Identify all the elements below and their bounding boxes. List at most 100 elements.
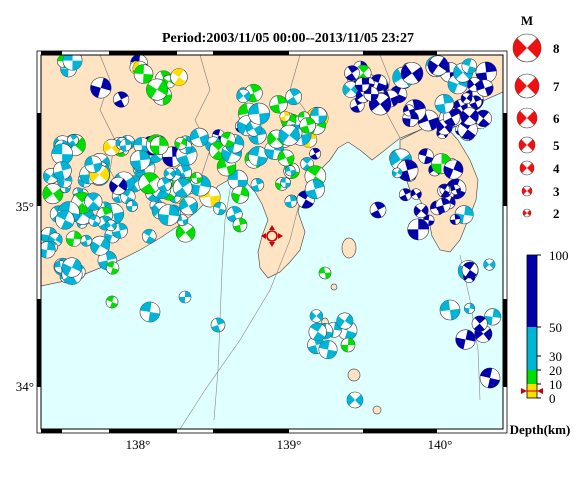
focal-mechanism-beachball	[309, 309, 324, 323]
focal-mechanism-beachball	[109, 176, 128, 195]
focal-mechanism-beachball	[318, 340, 338, 360]
focal-mechanism-beachball	[236, 88, 251, 104]
island-oshima	[341, 237, 357, 259]
focal-mechanism-beachball	[460, 107, 479, 126]
focal-mechanism-beachball	[514, 73, 540, 99]
focal-mechanism-beachball	[407, 218, 430, 241]
mag-label-8: 8	[553, 41, 560, 56]
focal-mechanism-beachball	[413, 203, 429, 219]
focal-mechanism-beachball	[174, 137, 188, 150]
depth-band-deep	[527, 255, 537, 327]
focal-mechanism-beachball	[269, 95, 288, 114]
focal-mechanism-beachball	[176, 214, 189, 227]
focal-mechanism-beachball	[105, 219, 117, 232]
focal-mechanism-beachball	[248, 146, 269, 167]
focal-mechanism-beachball	[469, 95, 483, 109]
magnitude-legend: M 8 7 6 5 4 3 2	[512, 13, 560, 221]
focal-mechanism-beachball	[363, 86, 379, 102]
focal-mechanism-beachball	[141, 228, 157, 244]
focal-mechanism-beachball	[299, 117, 316, 134]
focal-mechanism-beachball	[248, 102, 271, 125]
focal-mechanism-beachball	[175, 222, 196, 243]
focal-mechanism-beachball	[418, 148, 434, 165]
focal-mechanism-beachball	[90, 235, 110, 256]
focal-mechanism-beachball	[455, 329, 476, 350]
focal-mechanism-beachball	[278, 124, 300, 146]
focal-mechanism-beachball	[139, 301, 161, 323]
focal-mechanism-beachball	[519, 160, 535, 176]
focal-mechanism-beachball	[41, 241, 56, 259]
focal-mechanisms	[41, 55, 502, 409]
focal-mechanism-beachball	[308, 322, 327, 342]
focal-mechanism-beachball	[133, 137, 151, 154]
boundary-1	[99, 55, 401, 201]
focal-mechanism-beachball	[88, 214, 101, 227]
focal-mechanism-beachball	[434, 94, 455, 114]
mag-label-3: 3	[553, 184, 560, 199]
focal-mechanism-beachball	[284, 165, 296, 177]
focal-mechanism-beachball	[461, 58, 478, 74]
focal-mechanism-beachball	[449, 214, 461, 225]
lon-tick-138: 138°	[126, 437, 151, 452]
focal-mechanism-beachball	[464, 302, 476, 314]
focal-mechanism-beachball	[471, 315, 488, 332]
depth-band-shallow	[527, 370, 537, 384]
focal-mechanism-beachball	[285, 88, 303, 106]
focal-mechanism-beachball	[190, 171, 203, 184]
focal-mechanism-beachball	[435, 197, 451, 213]
depth-tick-10: 10	[549, 377, 562, 392]
depth-tick-100: 100	[549, 248, 569, 263]
focal-mechanism-beachball	[51, 143, 74, 165]
depth-legend: 100 50 30 20 10 0 Depth(km)	[510, 248, 571, 437]
focal-mechanism-beachball	[245, 120, 262, 137]
focal-mechanism-beachball	[344, 65, 360, 81]
island-toshima	[330, 283, 338, 291]
focal-mechanism-beachball	[84, 155, 102, 173]
focal-mechanism-beachball	[178, 290, 192, 304]
trough-line-1	[213, 177, 233, 421]
focal-mechanism-beachball	[484, 308, 502, 326]
focal-mechanism-beachball	[310, 107, 328, 125]
map-title: Period:2003/11/05 00:00--2013/11/05 23:2…	[162, 31, 414, 46]
focal-mechanism-beachball	[90, 77, 112, 99]
focal-mechanism-beachball	[119, 139, 132, 152]
focal-mechanism-beachball	[346, 391, 364, 409]
focal-mechanism-beachball	[84, 192, 103, 211]
focal-mechanism-beachball	[342, 81, 360, 98]
focal-mechanism-beachball	[220, 131, 236, 148]
focal-mechanism-beachball	[443, 159, 464, 180]
focal-mechanism-beachball	[354, 64, 372, 82]
mag-label-7: 7	[553, 79, 560, 94]
focal-mechanism-beachball	[476, 79, 494, 97]
focal-mechanism-beachball	[479, 367, 501, 389]
focal-mechanism-beachball	[55, 210, 75, 230]
focal-mechanism-beachball	[340, 337, 356, 353]
focal-mechanism-beachball	[172, 177, 193, 198]
focal-mechanism-beachball	[521, 185, 533, 197]
mag-label-2: 2	[553, 206, 560, 221]
focal-mechanism-beachball	[391, 167, 403, 179]
island-mikurajima	[372, 405, 382, 415]
focal-mechanism-beachball	[157, 177, 172, 192]
focal-mechanism-beachball	[304, 179, 325, 200]
focal-mechanism-beachball	[126, 200, 138, 212]
focal-mechanism-beachball	[67, 134, 79, 146]
focal-mechanism-beachball	[461, 261, 479, 279]
focal-mechanism-beachball	[80, 234, 93, 247]
focal-mechanism-beachball	[442, 108, 461, 127]
focal-mechanism-beachball	[105, 295, 119, 309]
map-area	[41, 55, 503, 429]
focal-mechanism-beachball	[232, 217, 248, 233]
depth-tick-20: 20	[549, 363, 562, 378]
focal-mechanism-beachball	[133, 64, 154, 84]
focal-mechanism-beachball	[439, 299, 461, 321]
depth-legend-label: Depth(km)	[510, 422, 571, 437]
focal-mechanism-beachball	[105, 261, 120, 275]
focal-mechanism-beachball	[518, 136, 536, 154]
lat-tick-35: 35°	[16, 199, 34, 214]
focal-mechanism-beachball	[280, 177, 291, 189]
focal-mechanism-beachball	[210, 317, 226, 333]
focal-mechanism-beachball	[460, 92, 473, 104]
